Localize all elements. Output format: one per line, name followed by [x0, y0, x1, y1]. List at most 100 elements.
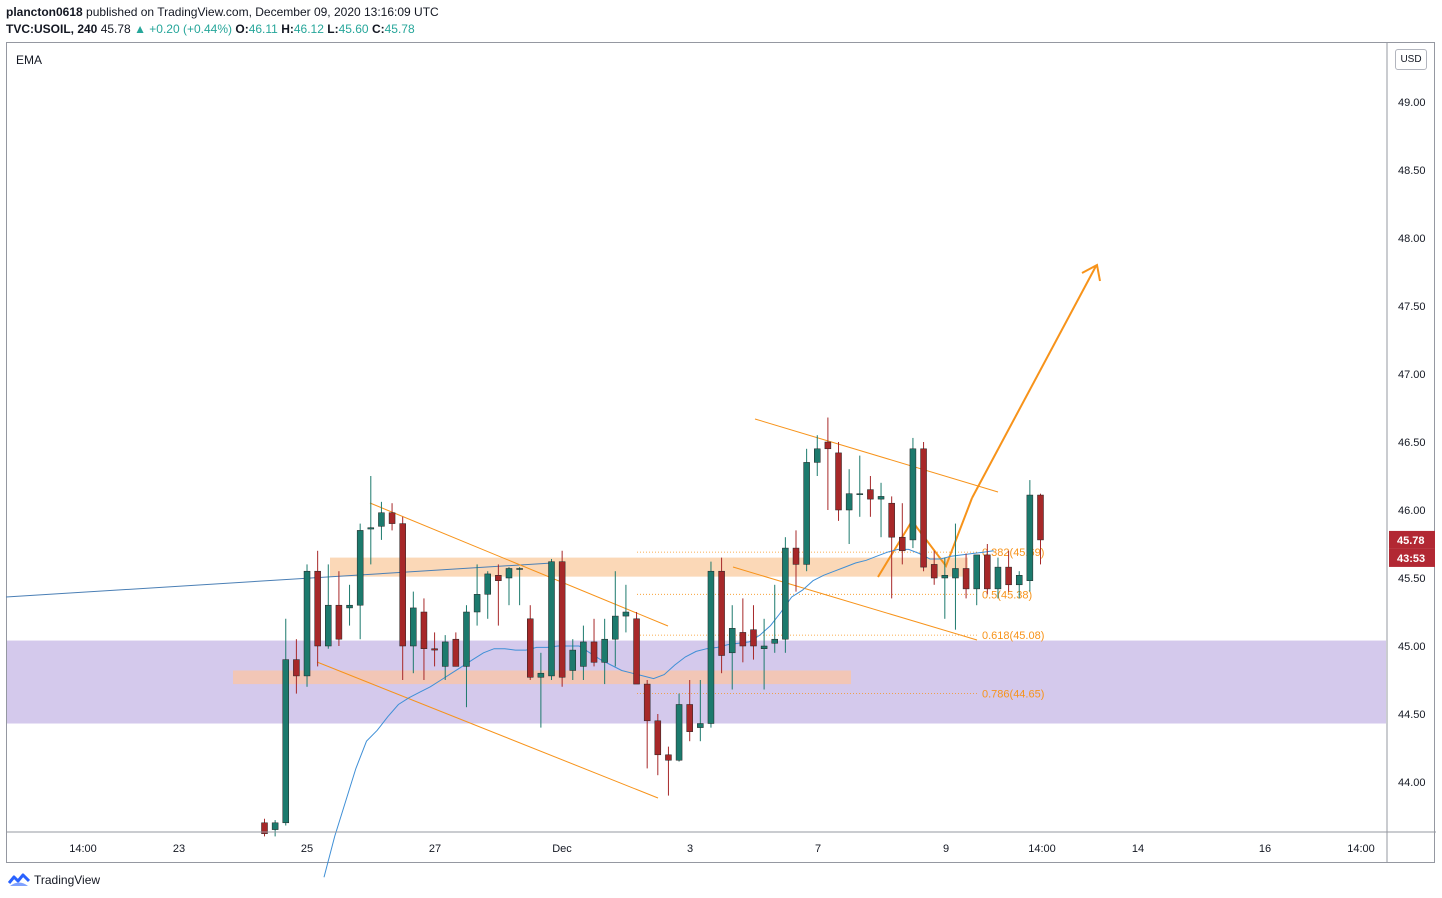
candle[interactable] [888, 496, 895, 599]
footer-brand[interactable]: TradingView [8, 871, 100, 889]
candle[interactable] [441, 635, 449, 680]
candle[interactable] [431, 632, 438, 667]
candle-body [920, 448, 927, 568]
projected-path[interactable] [877, 497, 973, 578]
flag-upper-line[interactable] [754, 418, 999, 493]
candle[interactable] [941, 557, 949, 619]
candle[interactable] [314, 550, 321, 667]
candle[interactable] [750, 605, 757, 660]
candle[interactable] [548, 558, 555, 680]
candle[interactable] [962, 553, 970, 599]
candle[interactable] [367, 476, 375, 565]
candle[interactable] [984, 544, 991, 595]
time-tick: 14 [1132, 843, 1144, 855]
publish-info: plancton0618 published on TradingView.co… [6, 5, 439, 19]
candle[interactable] [282, 618, 290, 826]
candle[interactable] [654, 714, 662, 776]
candle-body [994, 566, 1002, 590]
candle[interactable] [622, 584, 630, 633]
candle[interactable] [505, 567, 513, 606]
candle[interactable] [293, 639, 300, 694]
symbol-name: TVC:USOIL, 240 [6, 22, 98, 36]
chart-panel[interactable] [6, 42, 1435, 863]
candle[interactable] [835, 442, 842, 521]
candle[interactable] [803, 448, 810, 572]
candle[interactable] [792, 530, 800, 592]
candle-body [771, 638, 778, 644]
candle-body [877, 496, 885, 500]
candle[interactable] [845, 469, 853, 544]
candle[interactable] [399, 516, 406, 680]
resistance-band[interactable] [330, 557, 968, 577]
candle[interactable] [484, 571, 491, 619]
candle[interactable] [537, 652, 545, 728]
candle[interactable] [1026, 480, 1034, 592]
candle[interactable] [952, 523, 959, 630]
candle-body [293, 659, 300, 677]
candle[interactable] [516, 567, 523, 606]
ema-line[interactable] [323, 548, 994, 878]
author-name[interactable]: plancton0618 [6, 5, 83, 19]
candle[interactable] [824, 417, 832, 510]
candle[interactable] [856, 455, 864, 517]
channel-lower-line[interactable] [316, 661, 659, 799]
long-trendline[interactable] [5, 562, 553, 598]
candle[interactable] [601, 618, 608, 685]
flag-lower-line[interactable] [732, 566, 978, 641]
candle[interactable] [580, 625, 587, 680]
channel-upper-line[interactable] [369, 502, 669, 627]
candle[interactable] [1005, 550, 1012, 592]
candle[interactable] [686, 680, 693, 742]
candle[interactable] [325, 564, 332, 649]
candle[interactable] [303, 564, 311, 687]
candle[interactable] [420, 598, 428, 680]
candle[interactable] [388, 503, 396, 531]
candle[interactable] [867, 476, 874, 517]
candle[interactable] [877, 482, 885, 538]
candle[interactable] [718, 557, 725, 674]
candle[interactable] [271, 820, 279, 837]
candle[interactable] [994, 557, 1002, 599]
ema-indicator-label[interactable]: EMA [16, 53, 43, 67]
candle[interactable] [473, 564, 481, 626]
candle[interactable] [335, 571, 343, 646]
candle[interactable] [1015, 571, 1023, 599]
candle[interactable] [643, 680, 651, 769]
candle[interactable] [697, 680, 704, 742]
candle[interactable] [782, 537, 789, 653]
candle[interactable] [899, 503, 906, 565]
candle[interactable] [771, 584, 778, 653]
candle[interactable] [590, 618, 598, 667]
candle[interactable] [675, 693, 683, 762]
candle[interactable] [760, 618, 768, 690]
candle[interactable] [728, 605, 736, 690]
candle[interactable] [739, 598, 747, 663]
candle[interactable] [527, 605, 534, 680]
candle[interactable] [973, 554, 980, 606]
candle[interactable] [569, 639, 577, 680]
candle[interactable] [410, 591, 417, 674]
candle[interactable] [814, 435, 821, 476]
candle[interactable] [909, 437, 917, 549]
candle[interactable] [261, 818, 268, 837]
candle[interactable] [1037, 493, 1044, 565]
candle[interactable] [930, 550, 938, 585]
target-arrow-line[interactable] [971, 265, 1097, 499]
candle[interactable] [665, 746, 672, 796]
candle[interactable] [920, 442, 927, 572]
time-tick: 14:00 [69, 843, 97, 855]
candle[interactable] [346, 584, 353, 626]
currency-button[interactable]: USD [1395, 49, 1427, 70]
candle[interactable] [707, 561, 715, 728]
candle[interactable] [633, 612, 640, 685]
candle[interactable] [356, 523, 364, 640]
candle[interactable] [495, 564, 502, 626]
candle[interactable] [452, 632, 460, 667]
last-price-tag [1389, 530, 1435, 549]
candle[interactable] [558, 550, 566, 687]
candle[interactable] [378, 501, 385, 540]
candle[interactable] [463, 605, 470, 708]
candle[interactable] [612, 571, 619, 667]
candle-body [803, 462, 810, 565]
